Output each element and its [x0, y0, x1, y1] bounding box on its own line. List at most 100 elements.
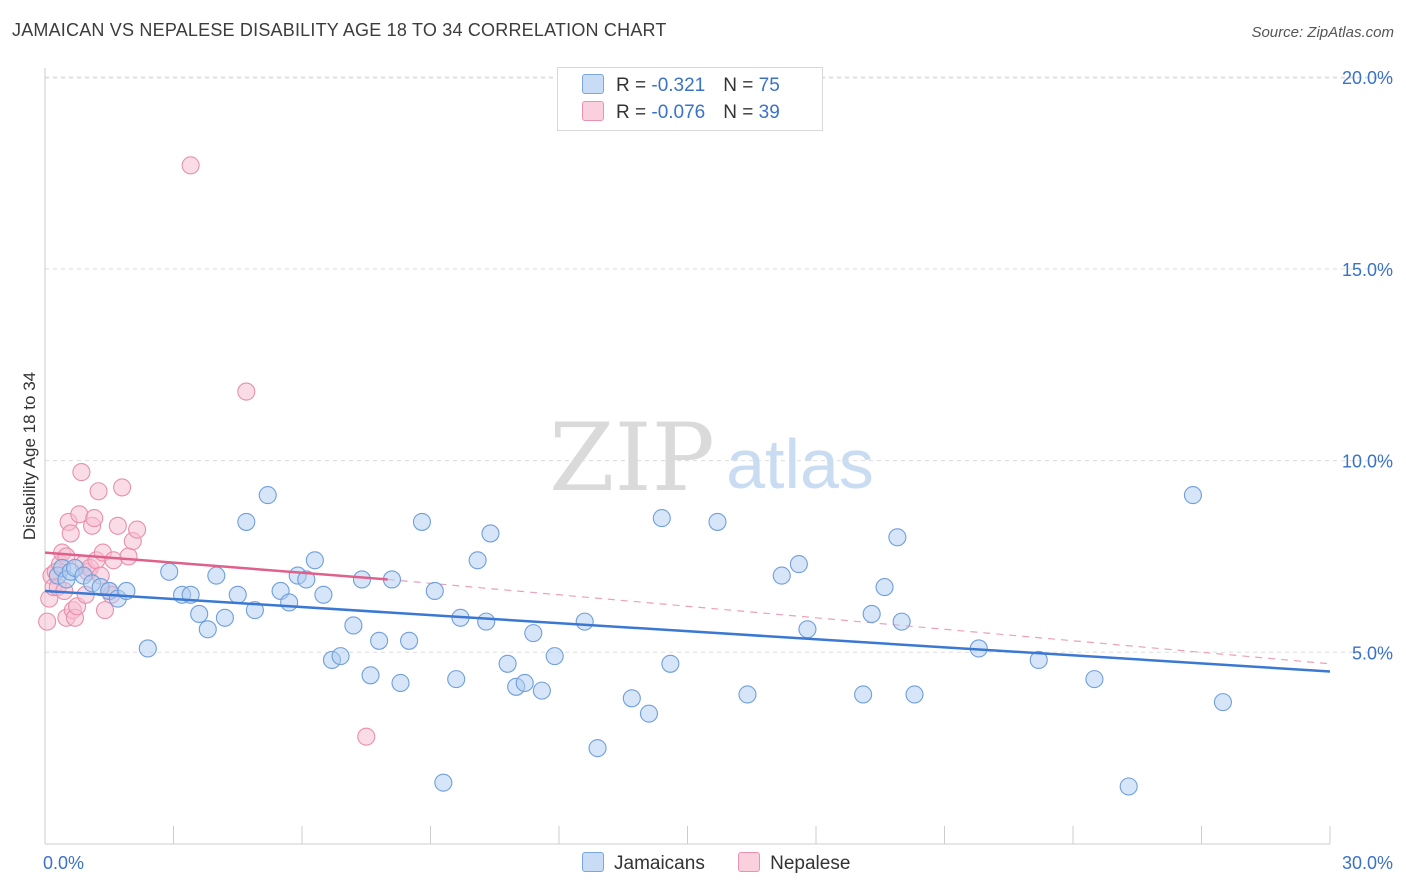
- series-swatch-nepalese: [738, 852, 761, 872]
- jamaican-point: [481, 524, 500, 543]
- jamaican-point: [888, 528, 907, 547]
- legend-r-value: -0.076: [651, 102, 706, 123]
- nepalese-point: [95, 601, 115, 620]
- jamaican-point: [344, 616, 363, 635]
- jamaican-point: [352, 570, 372, 589]
- jamaican-point: [545, 647, 564, 666]
- jamaican-point: [588, 739, 607, 758]
- series-legend-nepalese: Nepalese: [738, 852, 850, 875]
- jamaican-point: [138, 639, 157, 658]
- jamaican-point: [798, 620, 817, 639]
- jamaican-point: [314, 585, 333, 604]
- legend-row-nepalese: R = -0.076 N = 39: [582, 101, 780, 127]
- nepalese-point: [61, 524, 80, 543]
- jamaican-point: [854, 685, 873, 704]
- watermark: ZIP atlas: [549, 404, 874, 513]
- legend-n-label: N =: [723, 75, 759, 96]
- legend-n-label: N =: [723, 102, 759, 123]
- series-legend: Jamaicans Nepalese: [582, 852, 878, 875]
- watermark-zip: ZIP: [549, 404, 715, 513]
- legend-swatch-jamaicans: [582, 74, 604, 94]
- jamaican-point: [215, 608, 234, 627]
- jamaican-point: [639, 704, 659, 723]
- jamaican-point: [477, 612, 496, 631]
- y-tick-label: 20.0%: [1342, 68, 1393, 88]
- jamaican-point: [1029, 650, 1048, 670]
- chart-title: JAMAICAN VS NEPALESE DISABILITY AGE 18 T…: [12, 20, 667, 40]
- jamaican-point: [434, 773, 453, 792]
- jamaican-point: [708, 512, 727, 531]
- jamaican-point: [258, 486, 277, 505]
- series-label-nepalese: Nepalese: [770, 853, 851, 874]
- source-credit: Source: ZipAtlas.com: [1251, 24, 1394, 41]
- nepalese-point: [237, 382, 256, 401]
- jamaican-point: [237, 512, 256, 531]
- nepalese-point: [113, 478, 132, 497]
- x-tick-label: 30.0%: [1342, 853, 1393, 873]
- nepalese-point: [85, 509, 104, 528]
- watermark-atlas: atlas: [726, 425, 874, 503]
- jamaican-point: [524, 624, 543, 643]
- jamaican-point: [1085, 670, 1104, 689]
- legend-row-jamaicans: R = -0.321 N = 75: [582, 74, 780, 100]
- jamaican-point: [228, 585, 247, 604]
- jamaican-point: [532, 681, 551, 700]
- jamaican-point: [207, 566, 226, 585]
- correlation-legend: R = -0.321 N = 75 R = -0.076 N = 39: [557, 67, 823, 131]
- jamaican-point: [1119, 777, 1138, 796]
- axes: [44, 68, 1331, 845]
- series-label-jamaicans: Jamaicans: [614, 853, 705, 874]
- jamaican-point: [905, 685, 924, 704]
- jamaican-point: [862, 604, 881, 624]
- jamaican-point: [772, 566, 791, 585]
- jamaican-point: [412, 512, 431, 531]
- nepalese-point: [181, 156, 200, 175]
- jamaican-point: [305, 551, 324, 570]
- legend-swatch-nepalese: [582, 101, 604, 121]
- jamaican-point: [447, 670, 466, 689]
- series-swatch-jamaicans: [582, 852, 604, 872]
- y-tick-label: 10.0%: [1342, 452, 1393, 472]
- nepalese-point: [89, 482, 108, 501]
- jamaican-point: [622, 689, 641, 708]
- jamaican-point: [652, 509, 671, 528]
- jamaican-point: [575, 612, 594, 631]
- jamaican-point: [498, 654, 517, 673]
- jamaican-point: [425, 581, 444, 600]
- legend-n-value: 75: [758, 75, 780, 96]
- x-tick-label: 0.0%: [43, 853, 84, 873]
- jamaican-point: [280, 593, 299, 612]
- jamaican-point: [370, 631, 389, 650]
- nepalese-point: [119, 547, 138, 566]
- legend-r-value: -0.321: [651, 75, 706, 96]
- nepalese-point: [108, 516, 127, 535]
- jamaican-point: [892, 612, 911, 631]
- nepalese-trend-extension: [387, 578, 1331, 665]
- nepalese-point: [38, 612, 57, 631]
- jamaican-point: [160, 562, 179, 581]
- nepalese-trend-line: [44, 551, 388, 581]
- jamaican-point: [190, 604, 209, 624]
- jamaican-point: [1183, 486, 1202, 505]
- jamaican-point: [361, 666, 380, 685]
- gridlines: [45, 76, 1392, 653]
- jamaican-point: [331, 647, 350, 666]
- jamaican-points: [48, 486, 1232, 796]
- jamaican-point: [1213, 693, 1232, 712]
- legend-n-value: 39: [758, 102, 780, 123]
- jamaican-trend-line: [44, 589, 1331, 673]
- jamaican-point: [875, 578, 894, 597]
- legend-r-label: R =: [616, 75, 652, 96]
- nepalese-point: [128, 520, 147, 539]
- legend-r-label: R =: [616, 102, 652, 123]
- jamaican-point: [468, 551, 487, 570]
- jamaican-point: [738, 685, 757, 704]
- y-axis-label: Disability Age 18 to 34: [20, 371, 39, 541]
- nepalese-point: [104, 551, 123, 570]
- y-tick-label: 5.0%: [1352, 643, 1393, 663]
- nepalese-point: [72, 463, 91, 482]
- jamaican-point: [515, 673, 534, 693]
- nepalese-trend-dashed: [387, 578, 1331, 665]
- nepalese-point: [357, 727, 376, 746]
